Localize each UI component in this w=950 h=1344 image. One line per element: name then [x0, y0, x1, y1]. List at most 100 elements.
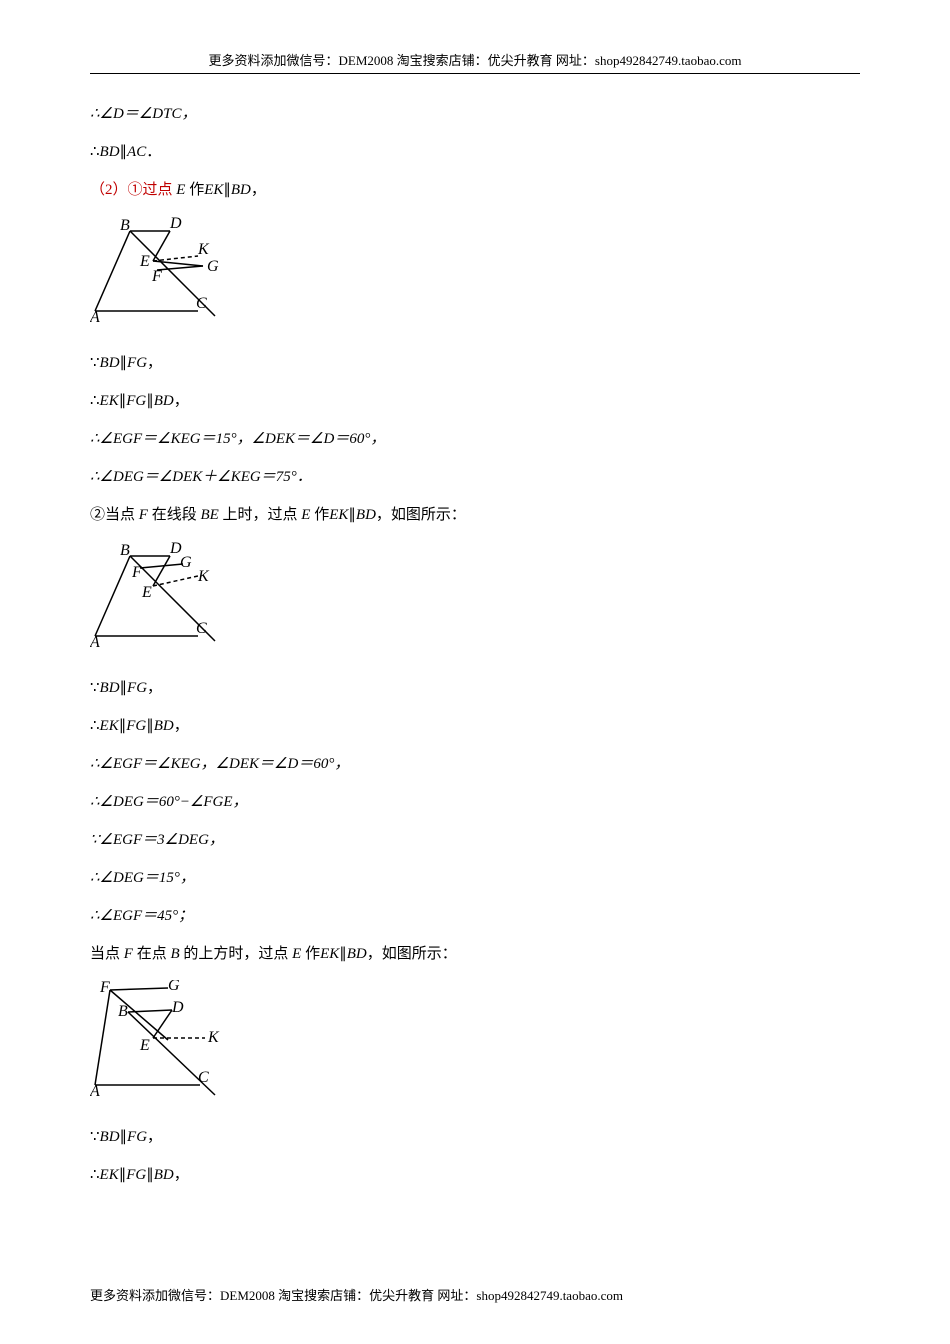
text: 当点: [90, 946, 124, 962]
text: EK: [320, 946, 339, 962]
svg-text:F: F: [151, 268, 162, 285]
proof-line: ∵∠EGF＝3∠DEG，: [90, 828, 860, 852]
text: EK: [100, 718, 119, 734]
text: ∵: [90, 355, 100, 371]
svg-text:E: E: [141, 584, 152, 601]
text: BD: [100, 355, 120, 371]
text: ∵: [90, 680, 100, 696]
text: ，: [174, 393, 189, 409]
text: EK: [329, 507, 348, 523]
text: FG: [126, 718, 146, 734]
svg-text:K: K: [197, 568, 210, 585]
text: ∵∠EGF＝3∠DEG，: [90, 832, 224, 848]
text: BD: [231, 182, 251, 198]
text: ∥: [120, 144, 128, 160]
text: BD: [347, 946, 367, 962]
text: ∴∠EGF＝45°；: [90, 908, 193, 924]
text: ，: [147, 680, 162, 696]
proof-line: ∵BD∥FG，: [90, 1125, 860, 1149]
proof-line: ∴∠EGF＝∠KEG，∠DEK＝∠D＝60°，: [90, 752, 860, 776]
proof-line: ∴EK∥FG∥BD，: [90, 389, 860, 413]
proof-line: ∴EK∥FG∥BD，: [90, 714, 860, 738]
text: BD: [100, 144, 120, 160]
svg-text:G: G: [207, 258, 219, 275]
svg-text:B: B: [120, 542, 130, 559]
text: ∴∠DEG＝15°，: [90, 870, 195, 886]
text: ，: [174, 718, 189, 734]
text: 的上方时，过点: [180, 946, 293, 962]
text: FG: [126, 1167, 146, 1183]
text: 在线段: [148, 507, 201, 523]
proof-line: ∴∠DEG＝∠DEK＋∠KEG＝75°．: [90, 465, 860, 489]
text: AC: [127, 144, 146, 160]
text: ，如图所示：: [367, 946, 457, 962]
text: FG: [126, 393, 146, 409]
svg-text:B: B: [118, 1003, 128, 1020]
text: EK: [100, 393, 119, 409]
text: ∴∠D＝∠DTC，: [90, 106, 196, 122]
text-red: （2）①过点: [90, 182, 176, 198]
text: ∥: [120, 1129, 128, 1145]
text: ∥: [146, 718, 154, 734]
proof-line: 当点 F 在点 B 的上方时，过点 E 作EK∥BD，如图所示：: [90, 942, 860, 966]
text: ∥: [120, 355, 128, 371]
text: ∥: [120, 680, 128, 696]
text: ，: [174, 1167, 189, 1183]
text: BD: [100, 680, 120, 696]
proof-line: （2）①过点 E 作EK∥BD，: [90, 178, 860, 202]
svg-text:K: K: [207, 1029, 220, 1046]
text: ∴∠EGF＝∠KEG＝15°，∠DEK＝∠D＝60°，: [90, 431, 385, 447]
geometry-diagram-1: A B D E F K G C: [90, 216, 860, 331]
proof-line: ∴EK∥FG∥BD，: [90, 1163, 860, 1187]
text: 作: [310, 507, 329, 523]
text: ∥: [223, 182, 231, 198]
svg-text:B: B: [120, 217, 130, 234]
text: ，: [147, 355, 162, 371]
text: BD: [100, 1129, 120, 1145]
page-footer: 更多资料添加微信号：DEM2008 淘宝搜索店铺：优尖升教育 网址：shop49…: [90, 1285, 623, 1304]
geometry-diagram-2: A B D F E G K C: [90, 541, 860, 656]
text: ∥: [146, 393, 154, 409]
text: BD: [154, 1167, 174, 1183]
proof-line: ∴∠DEG＝15°，: [90, 866, 860, 890]
svg-text:G: G: [168, 980, 180, 994]
proof-line: ∴∠EGF＝∠KEG＝15°，∠DEK＝∠D＝60°，: [90, 427, 860, 451]
text: B: [170, 946, 179, 962]
text: ②当点: [90, 507, 139, 523]
svg-text:D: D: [169, 216, 182, 232]
proof-line: ∴∠D＝∠DTC，: [90, 102, 860, 126]
proof-line: ②当点 F 在线段 BE 上时，过点 E 作EK∥BD，如图所示：: [90, 503, 860, 527]
geometry-diagram-3: A F G B D E K C: [90, 980, 860, 1105]
text: E: [292, 946, 301, 962]
text: ．: [146, 144, 161, 160]
text: FG: [127, 680, 147, 696]
proof-line: ∴∠EGF＝45°；: [90, 904, 860, 928]
text: ∥: [339, 946, 347, 962]
proof-line: ∴BD∥AC．: [90, 140, 860, 164]
text: ∴: [90, 393, 100, 409]
text: 上时，过点: [219, 507, 302, 523]
svg-text:C: C: [198, 1069, 209, 1086]
text: BE: [200, 507, 218, 523]
svg-text:A: A: [90, 309, 100, 326]
text: ∴: [90, 144, 100, 160]
text: ，: [251, 182, 266, 198]
text: ∥: [146, 1167, 154, 1183]
text: F: [124, 946, 133, 962]
text: EK: [100, 1167, 119, 1183]
text: 作: [301, 946, 320, 962]
text: BD: [154, 718, 174, 734]
proof-line: ∵BD∥FG，: [90, 351, 860, 375]
proof-line: ∵BD∥FG，: [90, 676, 860, 700]
svg-text:F: F: [99, 980, 110, 996]
text: ∴: [90, 1167, 100, 1183]
svg-text:E: E: [139, 1037, 150, 1054]
text: F: [139, 507, 148, 523]
svg-text:K: K: [197, 241, 210, 258]
text: FG: [127, 355, 147, 371]
text: ∴: [90, 718, 100, 734]
text: ∵: [90, 1129, 100, 1145]
text: 在点: [133, 946, 171, 962]
svg-text:C: C: [196, 295, 207, 312]
text: BD: [356, 507, 376, 523]
